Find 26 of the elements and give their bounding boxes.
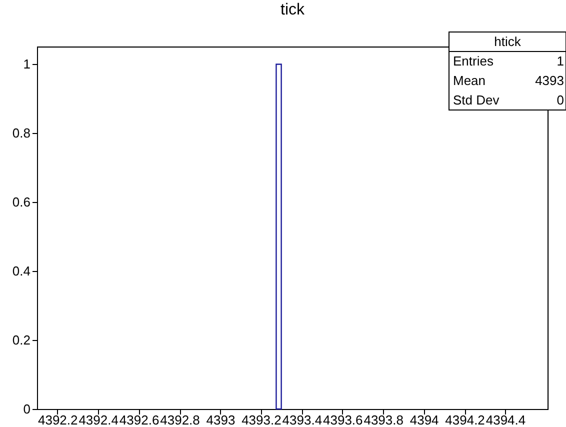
x-tick-label: 4394 [410, 412, 439, 427]
y-tick-label: 0 [23, 402, 30, 416]
x-tick-label: 4394.4 [486, 412, 526, 427]
y-tick-label: 0.4 [12, 264, 30, 279]
x-tick-label: 4392.4 [78, 412, 118, 427]
annotation: htick [494, 34, 522, 49]
y-tick-label: 0.8 [12, 126, 30, 141]
chart-title: tick [280, 2, 306, 18]
y-tick-label: 0.2 [12, 332, 30, 348]
x-tick-label: 4393.4 [282, 412, 322, 427]
annotation: Mean [453, 72, 486, 88]
y-tick-label: 1 [23, 56, 30, 72]
x-tick-label: 4392.6 [119, 412, 160, 427]
annotation: Entries [453, 53, 494, 68]
x-tick-label: 4393.2 [242, 412, 282, 427]
text: 1 [556, 53, 564, 68]
x-tick-label: 4393 [206, 412, 236, 427]
annotation: 4393 [535, 72, 564, 88]
text: 0 [556, 92, 564, 108]
annotation: Std Dev [453, 92, 500, 108]
x-tick-label: 4392.8 [160, 412, 200, 427]
y-tick-label: 0.6 [12, 194, 30, 210]
x-tick-label: 4393.6 [322, 412, 363, 427]
x-tick-label: 4393.8 [364, 412, 404, 427]
x-tick-label: 4392.2 [38, 412, 78, 427]
x-tick-label: 4394.2 [445, 412, 485, 427]
